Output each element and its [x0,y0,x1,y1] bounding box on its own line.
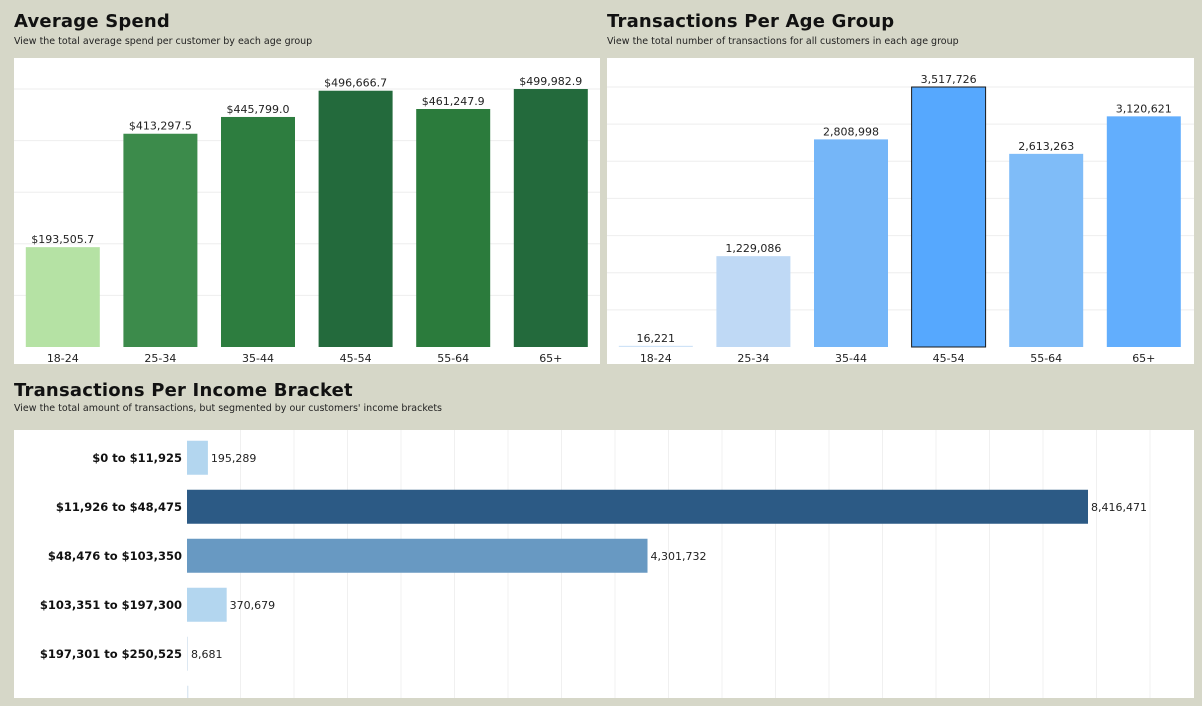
chart-title-transactions-age: Transactions Per Age Group [607,11,895,32]
x-tick-label: 18-24 [640,352,672,364]
data-label: $496,666.7 [324,77,387,90]
bar[interactable] [618,345,693,347]
y-tick-label: $103,351 to $197,300 [40,598,182,612]
bar[interactable] [123,133,198,347]
x-tick-label: 45-54 [933,352,965,364]
data-label: 8,681 [191,648,223,661]
bar[interactable] [416,108,491,347]
transactions-age-bar-chart: 16,221 18-24 1,229,086 25-34 2,808,998 35-44 3… [607,73,1194,365]
bar[interactable] [318,90,393,348]
chart-subtitle-transactions-income: View the total amount of transactions, b… [14,403,443,414]
bar[interactable] [187,636,188,671]
chart-panel-transactions-age: 16,221 18-24 1,229,086 25-34 2,808,998 35-44 3… [607,58,1194,365]
bar[interactable] [25,247,100,347]
x-tick-label: 65+ [1132,352,1155,364]
x-tick-label: 35-44 [835,352,867,364]
y-tick-label: $48,476 to $103,350 [48,549,182,563]
data-label: $461,247.9 [422,95,485,108]
bar[interactable] [187,587,227,622]
x-tick-label: 45-54 [340,352,372,364]
data-label: 3,517,726 [921,73,977,86]
bar[interactable] [221,116,295,347]
bar[interactable] [187,538,648,573]
y-tick-label: $0 to $11,925 [92,451,182,465]
chart-title-transactions-income: Transactions Per Income Bracket [14,380,353,401]
bar[interactable] [513,89,588,347]
data-label: 4,301,732 [651,550,707,563]
y-tick-label: $197,301 to $250,525 [40,647,182,661]
x-tick-label: 65+ [539,352,562,364]
chart-subtitle-average-spend: View the total average spend per custome… [14,36,313,47]
bar[interactable] [1009,153,1084,347]
data-label: 2,808,998 [823,125,879,138]
y-tick-label: $626,351+ [112,696,182,698]
average-spend-bar-chart: $193,505.7 18-24 $413,297.5 25-34 $445,799.0… [14,75,600,365]
x-tick-label: 25-34 [144,352,176,364]
data-label: 370,679 [230,599,276,612]
chart-title-average-spend: Average Spend [14,11,170,32]
bar[interactable] [716,256,791,347]
x-tick-label: 25-34 [737,352,769,364]
data-label: 8,416,471 [1091,501,1147,514]
data-label: 1,229,086 [725,242,781,255]
transactions-income-bar-chart: $0 to $11,925 195,289 $11,926 to $48,475 8,… [40,430,1151,706]
data-label: 2,613,263 [1018,140,1074,153]
data-label: 16,221 [637,332,676,345]
x-tick-label: 55-64 [1030,352,1062,364]
bar[interactable] [187,489,1088,524]
bar[interactable] [187,685,189,706]
data-label: 195,289 [211,452,256,465]
x-tick-label: 55-64 [437,352,469,364]
data-label: $499,982.9 [519,75,582,88]
x-tick-label: 18-24 [47,352,79,364]
chart-panel-transactions-income: $0 to $11,925 195,289 $11,926 to $48,475 8,… [14,430,1194,706]
data-label: $193,505.7 [31,233,94,246]
y-tick-label: $11,926 to $48,475 [56,500,182,514]
data-label: 3,120,621 [1116,102,1172,115]
chart-panel-average-spend: $193,505.7 18-24 $413,297.5 25-34 $445,799.0… [14,58,600,365]
data-label: $413,297.5 [129,120,192,133]
bar[interactable] [187,440,208,475]
data-label: $445,799.0 [227,103,290,116]
x-tick-label: 35-44 [242,352,274,364]
bar[interactable] [911,86,987,348]
chart-subtitle-transactions-age: View the total number of transactions fo… [607,36,959,47]
bar[interactable] [1106,116,1181,347]
data-label: 13,063 [191,697,230,698]
bar[interactable] [814,139,888,347]
